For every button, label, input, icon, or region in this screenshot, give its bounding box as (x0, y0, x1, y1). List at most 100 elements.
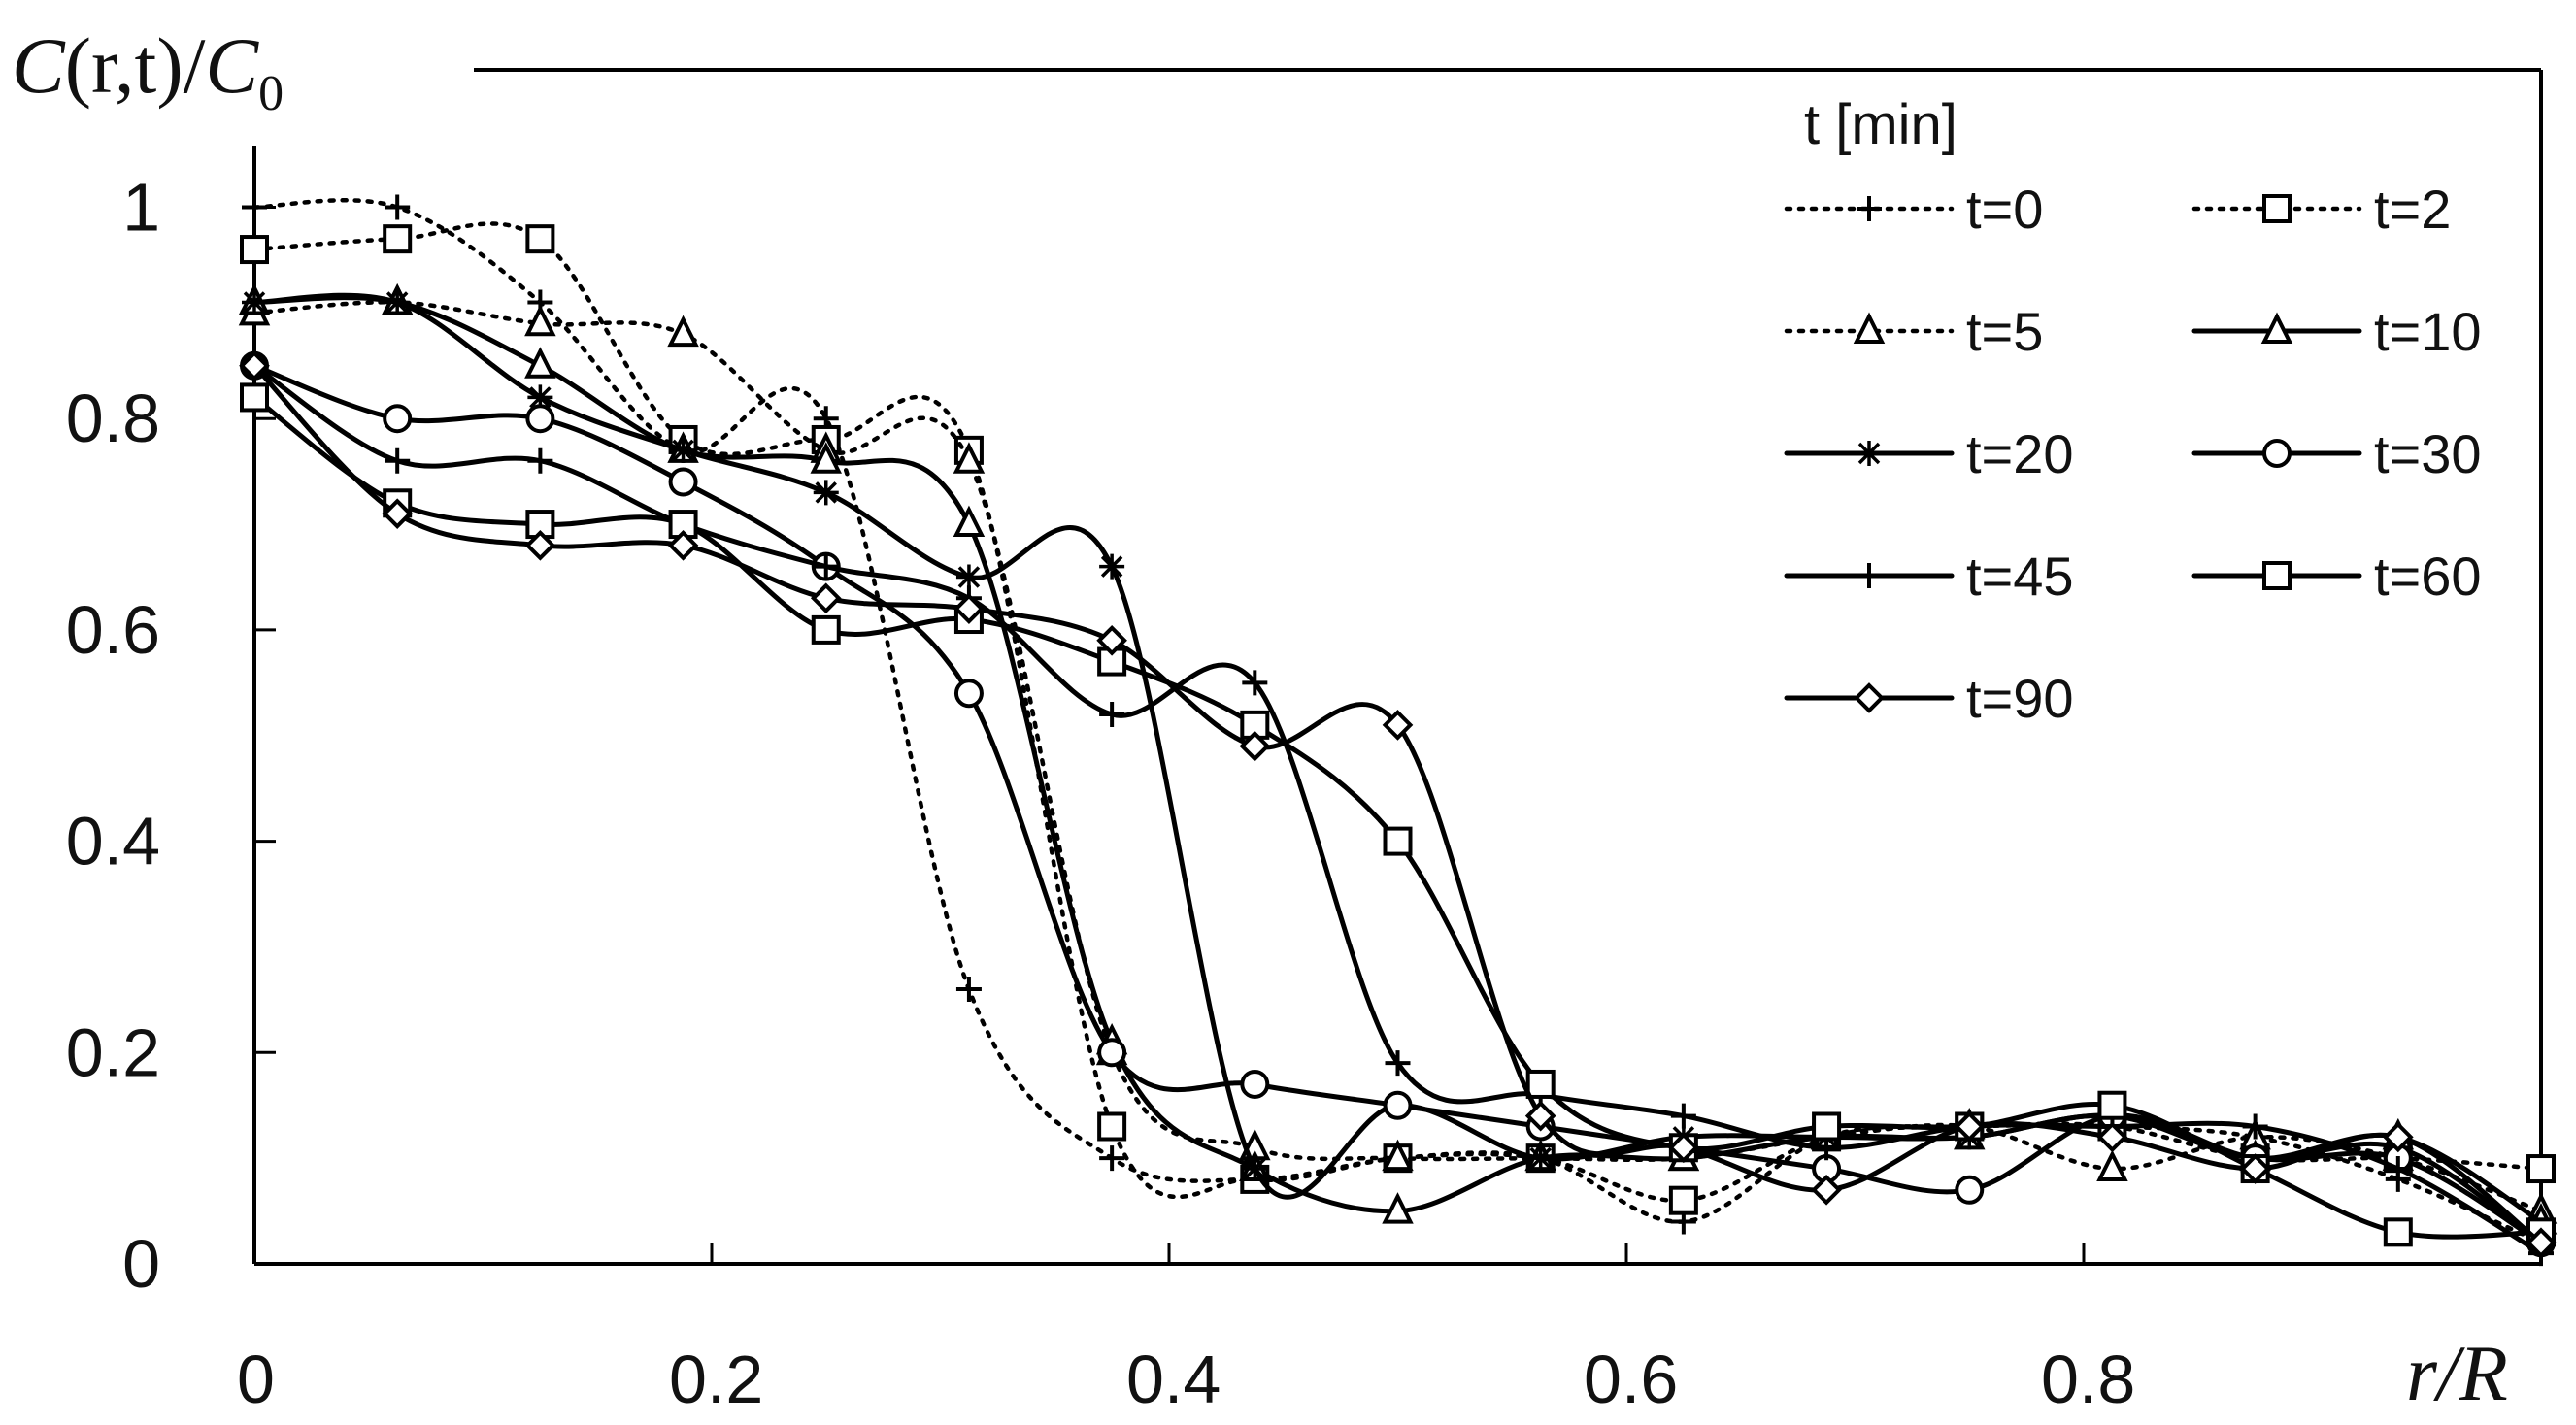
data-point (1382, 710, 1414, 741)
x-tick-label: 0.6 (1584, 1342, 1678, 1417)
legend-item-t-2: t=2 (2191, 179, 2451, 240)
legend-marker (2262, 439, 2292, 468)
data-point (1385, 1050, 1411, 1077)
data-point (525, 404, 555, 434)
series-t-10 (238, 282, 2558, 1235)
data-point (955, 976, 982, 1002)
data-point (813, 553, 839, 580)
series-line (251, 363, 2544, 1245)
data-point (2239, 1153, 2271, 1184)
legend-marker (1857, 441, 1882, 466)
y-tick-label: 0.2 (66, 1014, 160, 1090)
data-point (1811, 1174, 1842, 1206)
data-point (1242, 670, 1268, 696)
data-point (240, 235, 269, 265)
legend-marker (1857, 196, 1882, 221)
y-tick-label: 0.6 (66, 592, 160, 668)
data-point (953, 442, 986, 474)
data-point (1668, 1185, 1698, 1215)
legend-label: t=30 (2374, 423, 2482, 484)
data-point (240, 382, 269, 413)
data-point (242, 194, 267, 220)
data-point (1099, 553, 1125, 580)
data-point (1383, 1090, 1413, 1120)
data-point (2526, 1154, 2556, 1184)
data-point (2382, 1121, 2414, 1153)
legend: t [min]t=0 t=2 t=5 t=10 t=20 t=30 t=45 t=60 t=90 (1784, 93, 2482, 729)
data-point (1524, 1100, 1556, 1132)
legend-label: t=60 (2374, 546, 2482, 607)
data-point (527, 384, 553, 411)
plot-frame (252, 68, 2543, 1266)
axis-ticks: 0 0.2 0.4 0.6 0.8 0 0.2 0.4 0.6 0.8 1 (66, 170, 2136, 1417)
series-line (251, 363, 2544, 1256)
y-tick-label: 0 (122, 1226, 160, 1302)
legend-marker (1853, 312, 1886, 344)
legend-item-t-60: t=60 (2191, 546, 2482, 607)
y-axis-label: C(r,t)/C0 (12, 21, 284, 121)
data-point (525, 224, 555, 254)
legend-item-t-20: t=20 (1784, 423, 2074, 484)
legend-label: t=10 (2374, 301, 2482, 362)
legend-label: t=2 (2374, 179, 2451, 240)
data-point (953, 679, 984, 709)
data-point (524, 529, 556, 561)
legend-label: t=20 (1966, 423, 2074, 484)
data-point (1099, 701, 1125, 727)
data-point (1525, 1069, 1556, 1099)
data-point (239, 349, 270, 381)
legend-title: t [min] (1804, 93, 1957, 156)
y-tick-label: 0.8 (66, 381, 160, 456)
data-point (1668, 1132, 1699, 1164)
data-point (1812, 1111, 1842, 1142)
data-point (1239, 730, 1271, 762)
data-point (2096, 1121, 2128, 1153)
data-point (1955, 1175, 1985, 1205)
data-point (2242, 1113, 2268, 1140)
data-point (1383, 826, 1413, 856)
series-t-90 (239, 349, 2557, 1259)
data-point (1382, 1192, 1414, 1224)
data-point (668, 467, 698, 497)
series-t-45 (242, 352, 2554, 1267)
data-point (1096, 624, 1127, 656)
legend-item-t-30: t=30 (2191, 423, 2482, 484)
data-point (2096, 1149, 2128, 1182)
data-point (667, 529, 699, 561)
data-point (811, 614, 841, 645)
data-point (1097, 646, 1127, 677)
data-point (1097, 1111, 1127, 1142)
x-tick-label: 0.2 (669, 1342, 763, 1417)
data-point (810, 442, 842, 474)
legend-label: t=45 (1966, 546, 2074, 607)
data-point (1099, 1145, 1125, 1172)
legend-item-t-0: t=0 (1784, 179, 2043, 240)
data-point (383, 224, 413, 254)
data-point (1242, 1156, 1268, 1182)
data-point (953, 593, 985, 624)
x-tick-label: 0.4 (1126, 1342, 1221, 1417)
y-tick-label: 0.4 (66, 804, 160, 879)
data-point (383, 404, 413, 434)
data-point (2097, 1090, 2127, 1120)
data-point (670, 437, 696, 463)
legend-marker (1854, 682, 1885, 713)
data-point (1097, 1038, 1127, 1068)
data-point (955, 564, 982, 590)
series-layer (238, 194, 2558, 1267)
data-point (1954, 1110, 1986, 1143)
x-axis-label: r/R (2406, 1329, 2508, 1417)
series-t-30 (240, 350, 2556, 1258)
legend-label: t=0 (1966, 179, 2043, 240)
data-point (1240, 1069, 1270, 1099)
data-point (2385, 1156, 2411, 1182)
legend-marker (2260, 312, 2293, 344)
data-point (382, 498, 414, 529)
data-point (810, 582, 842, 614)
data-point (1382, 1139, 1414, 1172)
legend-item-t-90: t=90 (1784, 668, 2074, 729)
data-point (524, 304, 556, 337)
y-tick-label: 1 (122, 170, 160, 246)
data-point (813, 480, 839, 506)
